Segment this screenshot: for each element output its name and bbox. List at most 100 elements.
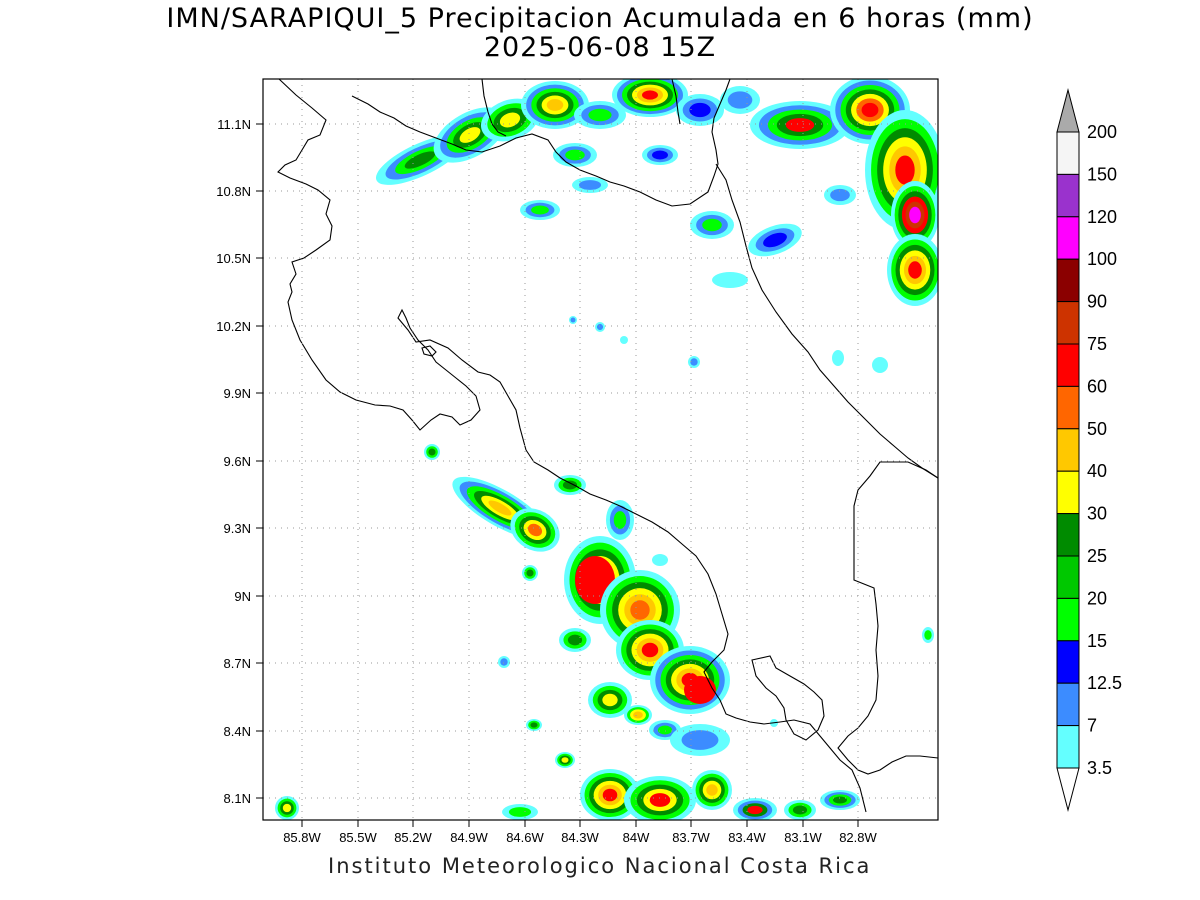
precip-contour [785,118,815,132]
lat-label: 8.4N [224,724,251,739]
precip-contour [690,358,698,366]
colorbar-swatch [1056,513,1080,557]
lat-label: 8.7N [224,656,251,671]
precip-contour [570,317,576,323]
colorbar-label: 75 [1087,334,1107,354]
precip-contour [652,554,668,566]
colorbar-label: 12.5 [1087,673,1122,693]
lon-label: 84.3W [561,830,599,845]
precip-contour [924,630,932,640]
precip-contour [526,569,534,577]
colorbar-label: 25 [1087,546,1107,566]
precip-contour [895,155,915,185]
precip-contour [530,722,538,728]
plot-frame [262,78,939,821]
colorbar-swatch [1056,173,1080,218]
precip-contour [909,206,921,224]
precip-contour [652,150,668,160]
precip-contour [596,323,604,331]
colorbar-label: 100 [1087,249,1117,269]
precip-contour [747,805,763,815]
precip-contour [488,500,512,516]
map-title: IMN/SARAPIQUI_5 Precipitacion Acumulada … [166,3,1034,34]
precip-contour [562,480,578,490]
precip-contour [641,642,659,658]
colorbar-swatch [1056,682,1080,727]
colorbar-swatch [1056,301,1080,345]
precip-contour [500,658,508,666]
costa-rica-pacific-coast [525,449,867,813]
nicaragua-border [481,79,507,137]
caribbean-coast-south [715,163,938,479]
lon-label: 85.2W [394,830,432,845]
colorbar-swatch [1056,385,1080,430]
colorbar-label: 40 [1087,461,1107,481]
precip-contour [613,511,627,529]
precip-contour [702,218,722,232]
colorbar-label: 90 [1087,292,1107,312]
precip-contour [633,711,643,719]
colorbar-label: 20 [1087,588,1107,608]
precip-contour [681,730,719,750]
colorbar-label: 30 [1087,504,1107,524]
precip-contour [602,693,618,707]
precip-contour [727,91,753,109]
precip-contour [588,108,612,122]
precip-contour [578,180,602,190]
colorbar-label: 50 [1087,419,1107,439]
colorbar-swatch [1056,343,1080,387]
precip-contour [872,357,888,373]
institution-credit: Instituto Meteorologico Nacional Costa R… [328,854,872,878]
precip-contour [642,90,658,100]
colorbar-label: 60 [1087,376,1107,396]
lon-label: 83.1W [784,830,822,845]
lat-label: 9N [234,589,251,604]
lon-label: 85.8W [283,830,321,845]
colorbar-label: 150 [1087,164,1117,184]
lat-label: 9.6N [224,454,251,469]
precip-contour [527,523,543,537]
precip-contour [567,634,583,646]
precip-contour [546,99,564,111]
panama-coast [837,461,938,775]
lat-label: 9.9N [224,386,251,401]
precip-contour [657,725,673,735]
lon-label: 83.4W [728,830,766,845]
precip-contour [830,188,850,202]
lake-outline [421,345,437,357]
osa-peninsula-island [751,655,825,741]
lon-label: 82.8W [839,830,877,845]
lon-label: 85.5W [339,830,377,845]
lat-label: 10.2N [216,319,251,334]
colorbar-swatch [1056,597,1080,642]
colorbar-under-arrow [1056,767,1080,812]
colorbar-label: 15 [1087,631,1107,651]
colorbar-swatch [1056,258,1080,303]
panama-border [671,79,681,125]
precip-contour [649,793,671,807]
colorbar-swatch [1056,640,1080,684]
precip-contour [706,784,718,796]
lon-label: 83.7W [672,830,710,845]
colorbar-swatch [1056,216,1080,260]
precip-contour [792,805,808,815]
colorbar-swatch [1056,555,1080,599]
lat-label: 10.5N [216,251,251,266]
precip-contour [565,149,585,161]
lat-label: 11.1N [217,117,251,132]
precip-contour [620,336,628,344]
precip-contour [282,803,292,813]
precip-contour [459,127,481,143]
precip-contour [712,272,748,288]
precip-contour [684,676,716,704]
colorbar-label: 120 [1087,207,1117,227]
colorbar-over-arrow [1056,88,1080,133]
map-valid-time: 2025-06-08 15Z [483,32,717,63]
coastlines [277,79,938,813]
lat-label: 8.1N [224,791,251,806]
precip-contour [404,151,436,169]
colorbar-swatch [1056,725,1080,769]
precip-contour [630,600,650,620]
precip-contour [908,261,922,279]
precip-contour [832,350,844,366]
